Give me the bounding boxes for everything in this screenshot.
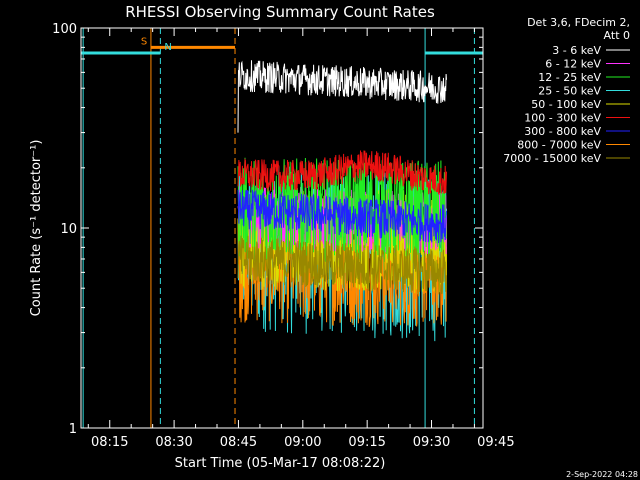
legend-label: 800 - 7000 keV — [517, 139, 601, 152]
chart-title: RHESSI Observing Summary Count Rates — [125, 3, 435, 21]
series-line-0 — [237, 60, 447, 133]
legend-header-line-1: Det 3,6, FDecim 2, — [527, 16, 630, 29]
legend-label: 3 - 6 keV — [552, 44, 601, 57]
series-line-5 — [237, 150, 447, 195]
timestamp: 2-Sep-2022 04:28 — [566, 470, 638, 479]
y-axis-label: Count Rate (s⁻¹ detector⁻¹) — [29, 140, 44, 317]
y-tick-label: 10 — [60, 222, 77, 237]
y-tick-label: 1 — [69, 422, 77, 437]
series-line-6 — [237, 189, 447, 244]
legend-header-line-2: Att 0 — [604, 29, 630, 42]
x-tick-label: 09:30 — [413, 435, 450, 450]
y-axis: 1 10 100 — [52, 22, 483, 437]
x-tick-label: 08:15 — [91, 435, 128, 450]
legend-label: 7000 - 15000 keV — [503, 152, 601, 165]
x-axis-label: Start Time (05-Mar-17 08:08:22) — [175, 456, 386, 471]
legend-label: 25 - 50 keV — [538, 85, 601, 98]
legend-label: 12 - 25 keV — [538, 71, 601, 84]
y-tick-label: 100 — [52, 22, 77, 37]
marker-label-N: N — [164, 42, 171, 53]
plot-marks: SN — [81, 28, 483, 428]
series-line-8 — [237, 235, 447, 295]
x-tick-label: 08:45 — [220, 435, 257, 450]
legend-label: 100 - 300 keV — [524, 112, 601, 125]
x-tick-label: 09:00 — [284, 435, 321, 450]
marker-label-S: S — [141, 36, 147, 47]
legend-label: 50 - 100 keV — [531, 98, 601, 111]
x-tick-label: 09:15 — [348, 435, 385, 450]
legend-label: 6 - 12 keV — [545, 58, 601, 71]
legend-label: 300 - 800 keV — [524, 125, 601, 138]
x-axis: 08:15 08:30 08:45 09:00 09:15 09:30 09:45 — [87, 28, 515, 450]
x-tick-label: 09:45 — [477, 435, 514, 450]
x-tick-label: 08:30 — [155, 435, 192, 450]
